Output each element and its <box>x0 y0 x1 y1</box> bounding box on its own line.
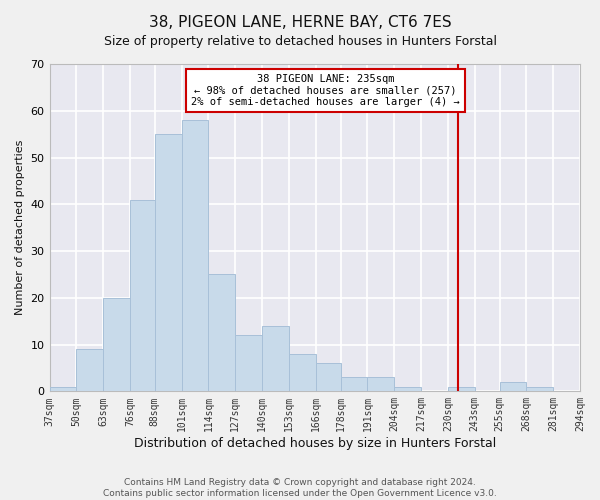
Text: Size of property relative to detached houses in Hunters Forstal: Size of property relative to detached ho… <box>104 35 497 48</box>
Y-axis label: Number of detached properties: Number of detached properties <box>15 140 25 316</box>
Bar <box>103 298 130 392</box>
Bar <box>155 134 182 392</box>
Bar <box>130 200 155 392</box>
Bar <box>182 120 208 392</box>
Text: 38, PIGEON LANE, HERNE BAY, CT6 7ES: 38, PIGEON LANE, HERNE BAY, CT6 7ES <box>149 15 451 30</box>
Bar <box>289 354 316 392</box>
Bar <box>526 386 553 392</box>
Bar <box>262 326 289 392</box>
Text: 38 PIGEON LANE: 235sqm
← 98% of detached houses are smaller (257)
2% of semi-det: 38 PIGEON LANE: 235sqm ← 98% of detached… <box>191 74 460 107</box>
Bar <box>341 378 367 392</box>
Bar <box>50 386 76 392</box>
Bar <box>394 386 421 392</box>
Text: Contains HM Land Registry data © Crown copyright and database right 2024.
Contai: Contains HM Land Registry data © Crown c… <box>103 478 497 498</box>
X-axis label: Distribution of detached houses by size in Hunters Forstal: Distribution of detached houses by size … <box>134 437 496 450</box>
Bar <box>235 335 262 392</box>
Bar <box>316 364 341 392</box>
Bar <box>580 386 600 392</box>
Bar <box>500 382 526 392</box>
Bar <box>448 386 475 392</box>
Bar <box>208 274 235 392</box>
Bar <box>367 378 394 392</box>
Bar <box>76 349 103 392</box>
